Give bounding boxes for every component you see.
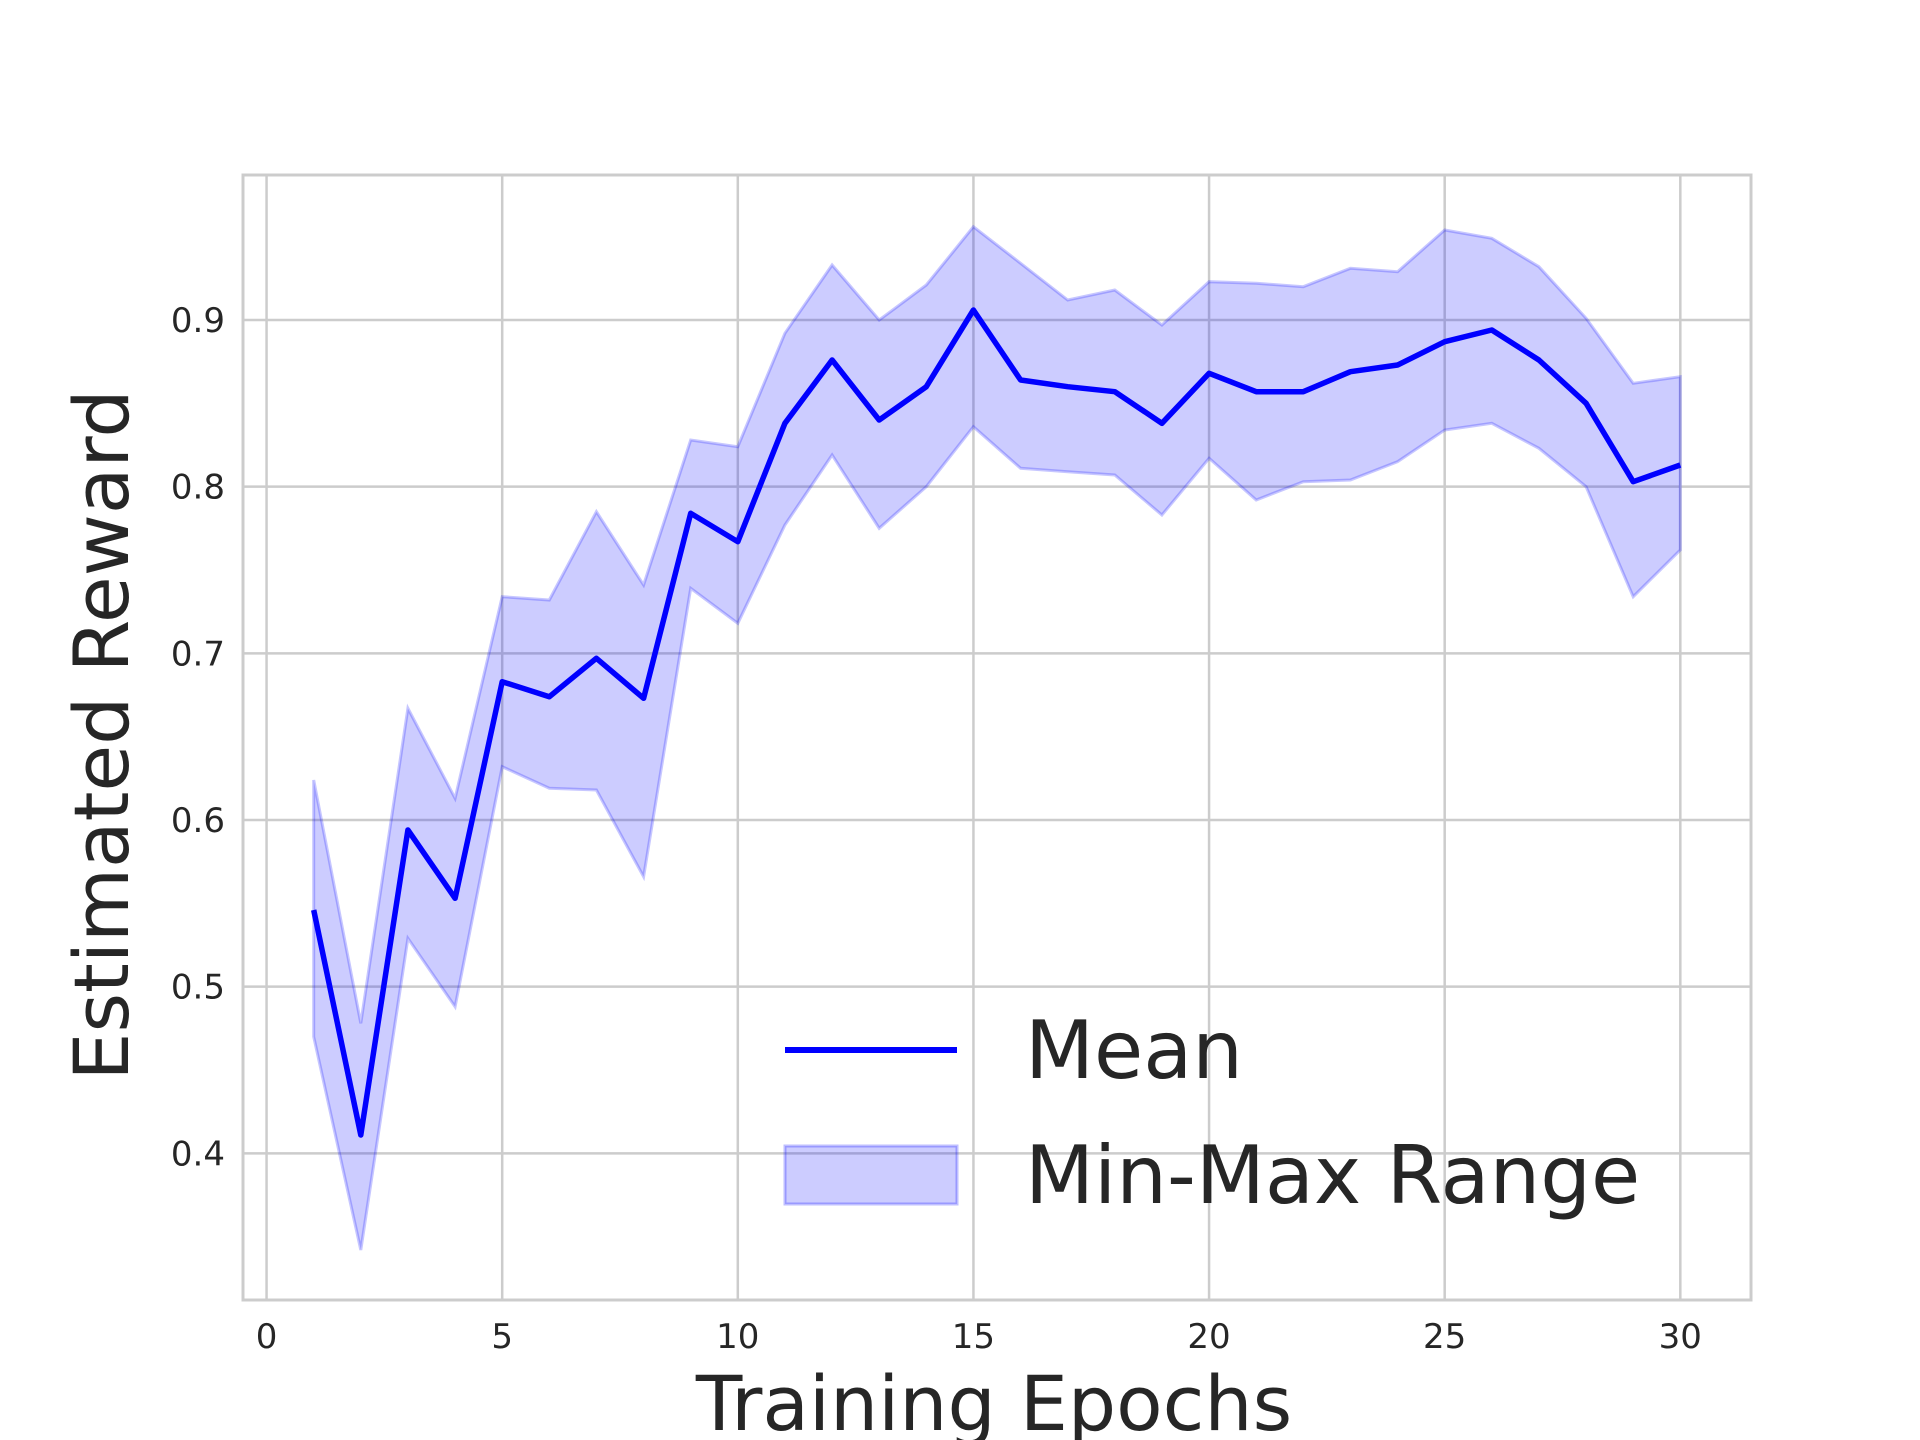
range-band-layer [312,224,1682,1251]
x-tick-labels: 0 5 10 15 20 25 30 [256,1317,1702,1357]
y-axis-label: Estimated Reward [57,389,146,1080]
y-gridlines [243,318,1751,1155]
legend-mean-label: Mean [1025,1004,1243,1097]
legend: Mean Min-Max Range [783,1004,1640,1222]
x-gridlines [265,175,1682,1300]
x-tick-label: 20 [1187,1317,1230,1357]
x-tick-label: 10 [716,1317,759,1357]
mean-points-layer [313,309,1681,1136]
mean-line [311,307,1682,1138]
legend-range-swatch [783,1144,959,1206]
x-tick-label: 15 [952,1317,995,1357]
y-tick-label: 0.4 [171,1134,225,1174]
mean-line-layer [311,307,1682,1138]
x-tick-label: 5 [491,1317,513,1357]
y-tick-label: 0.5 [171,968,225,1008]
x-axis-label: Training Epochs [695,1359,1292,1440]
y-tick-label: 0.9 [171,301,225,341]
y-tick-labels: 0.4 0.5 0.6 0.7 0.8 0.9 [171,301,225,1174]
x-tick-label: 25 [1423,1317,1466,1357]
x-tick-label: 30 [1659,1317,1702,1357]
x-tick-label: 0 [256,1317,278,1357]
legend-range-label: Min-Max Range [1025,1129,1640,1222]
y-tick-label: 0.7 [171,634,225,674]
plot-frame [241,173,1753,1302]
y-tick-label: 0.6 [171,801,225,841]
y-tick-label: 0.8 [171,468,225,508]
min-max-range-band [312,224,1682,1251]
